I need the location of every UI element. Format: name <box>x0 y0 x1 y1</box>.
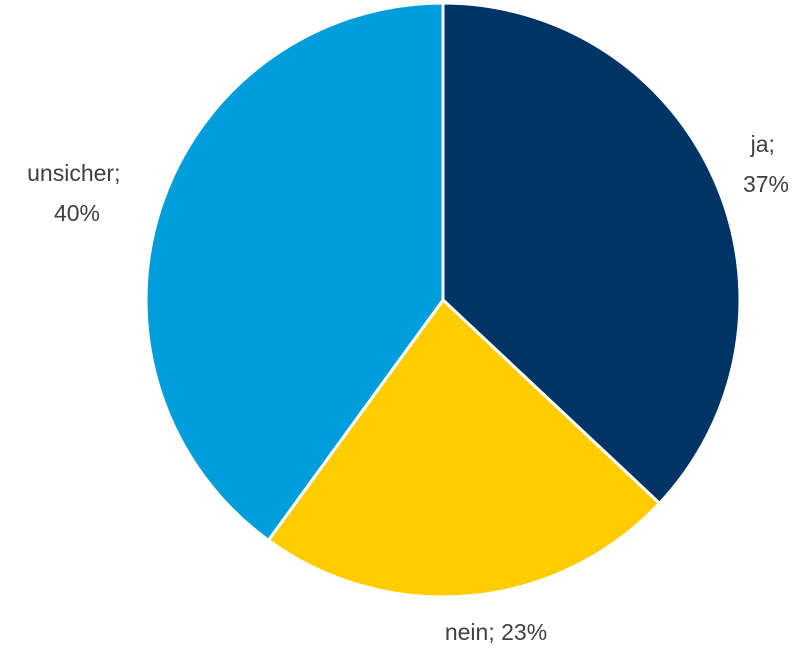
pie-slices <box>144 1 742 599</box>
slice-label-unsicher-value: 40% <box>54 200 100 226</box>
pie-slice-nein <box>266 298 661 599</box>
slice-label-unsicher-name: unsicher; <box>27 160 120 186</box>
slice-label-unsicher: unsicher; 40% <box>27 160 127 226</box>
slice-label-ja: ja; 37% <box>743 131 789 197</box>
slice-label-ja-value: 37% <box>743 171 789 197</box>
slice-label-ja-name: ja; <box>750 131 775 157</box>
slice-label-nein: nein; 23% <box>445 619 547 645</box>
pie-slice-ja <box>441 1 742 505</box>
pie-slice-unsicher <box>144 1 445 542</box>
pie-labels: ja; 37% nein; 23% unsicher; 40% <box>27 131 789 645</box>
slice-label-nein-text: nein; 23% <box>445 619 547 645</box>
